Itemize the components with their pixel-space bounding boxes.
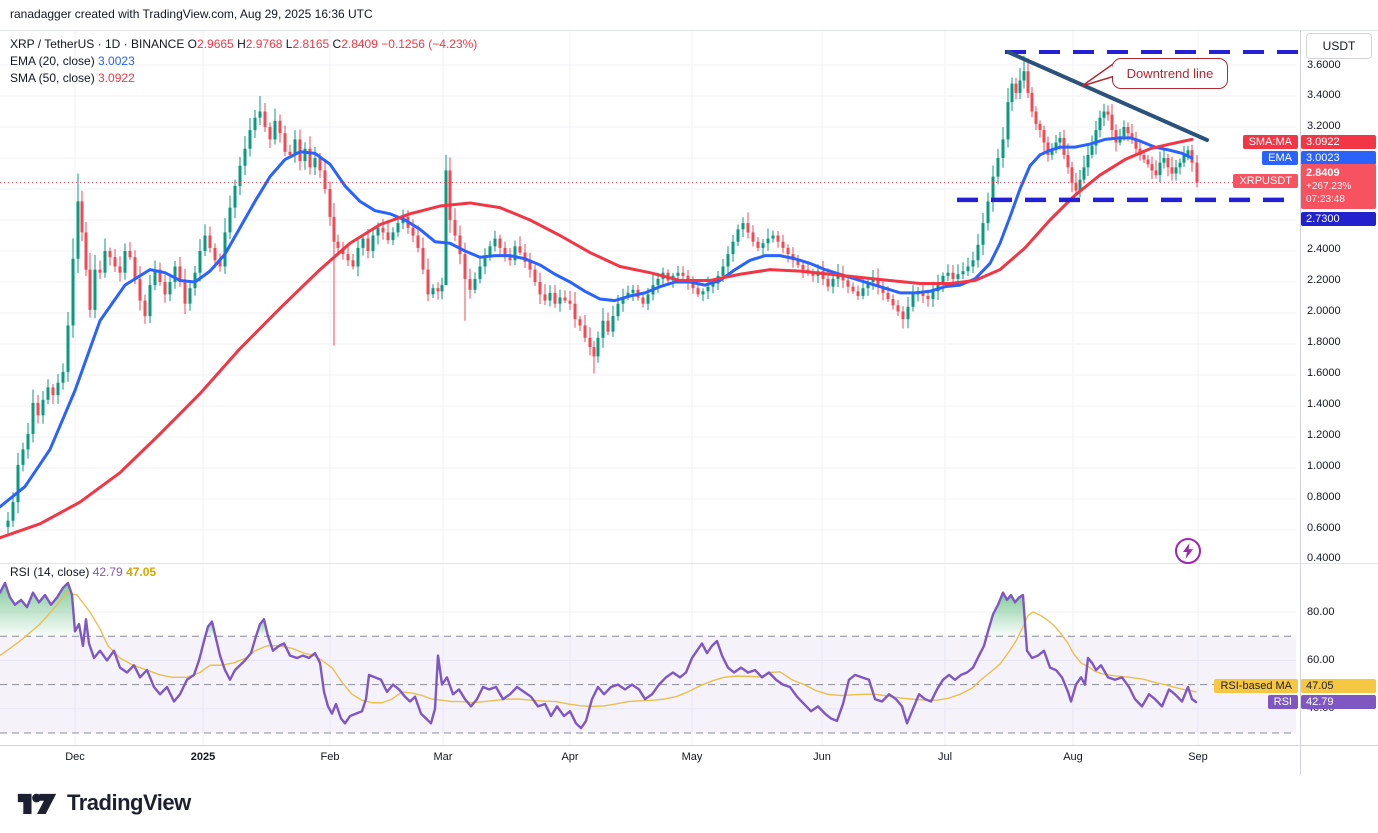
legend-ema-row[interactable]: EMA (20, close) 3.0023: [10, 53, 477, 70]
rsi-ma-value: 47.05: [126, 565, 157, 579]
downtrend-callout-label: Downtrend line: [1126, 66, 1214, 81]
last-price-change: +267.23%: [1306, 181, 1352, 192]
bar-countdown: 07:23:48: [1306, 194, 1345, 205]
price-legend: XRP / TetherUS · 1D · BINANCE O2.9665 H2…: [10, 36, 477, 87]
legend-timeframe: 1D: [104, 37, 121, 51]
ohlc-close: 2.8409: [341, 37, 378, 51]
sma-price-badge[interactable]: 3.0922: [1301, 135, 1376, 149]
rsi-value-badge[interactable]: 42.79: [1301, 695, 1376, 709]
ema-value: 3.0023: [98, 54, 135, 68]
support-level-badge[interactable]: 2.7300: [1301, 212, 1376, 226]
candlesticks: [6, 55, 1199, 535]
legend-exchange: BINANCE: [130, 37, 185, 51]
tradingview-logo-text: TradingView: [67, 790, 191, 815]
rsi-legend[interactable]: RSI (14, close) 42.79 47.05: [10, 565, 156, 579]
rsi-label: RSI (14, close): [10, 565, 90, 579]
currency-toggle-button[interactable]: USDT: [1306, 33, 1372, 59]
ohlc-low: 2.8165: [292, 37, 330, 51]
sma-label: SMA (50, close): [10, 71, 95, 85]
ohlc-open: 2.9665: [197, 37, 234, 51]
last-price-value: 2.8409: [1306, 167, 1340, 179]
downtrend-callout[interactable]: Downtrend line: [1112, 58, 1228, 89]
ema-label: EMA (20, close): [10, 54, 95, 68]
ema-price-badge[interactable]: 3.0023: [1301, 151, 1376, 165]
downtrend-trendline[interactable]: [1006, 50, 1209, 142]
ohlc-change: −0.1256 (−4.23%): [381, 37, 478, 51]
legend-symbol: XRP / TetherUS: [10, 37, 95, 51]
tradingview-logo-mark: [17, 793, 57, 814]
tradingview-logo[interactable]: TradingView: [16, 786, 191, 820]
rsi-value: 42.79: [92, 565, 123, 579]
flash-icon[interactable]: [1175, 538, 1201, 564]
rsi-ma-value-badge[interactable]: 47.05: [1301, 679, 1376, 693]
chart-canvas[interactable]: [0, 0, 1378, 780]
ohlc-high: 2.9768: [245, 37, 283, 51]
rsi-axis-tag[interactable]: RSI: [1267, 695, 1298, 709]
ema-axis-tag[interactable]: EMA: [1262, 151, 1298, 165]
symbol-axis-tag[interactable]: XRPUSDT: [1233, 174, 1298, 188]
last-price-badge[interactable]: 2.8409 +267.23% 07:23:48: [1301, 164, 1376, 209]
attribution-text: ranadagger created with TradingView.com,…: [10, 7, 373, 21]
rsi-ma-axis-tag[interactable]: RSI-based MA: [1214, 679, 1298, 693]
downtrend-callout-tail: [1081, 62, 1119, 87]
lightning-bolt-icon: [1183, 543, 1193, 559]
ema-20-line[interactable]: [0, 136, 1194, 509]
sma-value: 3.0922: [98, 71, 135, 85]
sma-axis-tag[interactable]: SMA:MA: [1242, 135, 1298, 149]
sma-50-line[interactable]: [0, 137, 1194, 540]
rsi-line[interactable]: [0, 581, 1198, 730]
legend-sma-row[interactable]: SMA (50, close) 3.0922: [10, 70, 477, 87]
legend-symbol-row[interactable]: XRP / TetherUS · 1D · BINANCE O2.9665 H2…: [10, 37, 478, 51]
